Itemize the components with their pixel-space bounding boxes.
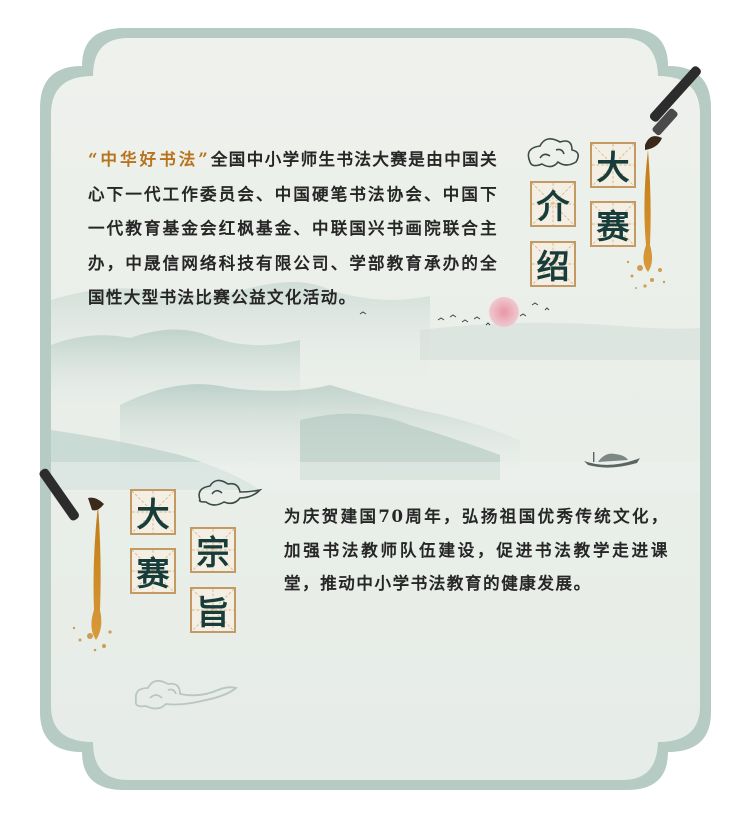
- intro-highlight: “中华好书法”: [88, 150, 211, 169]
- purpose-title-char-1: 大: [130, 489, 176, 535]
- intro-title-char-4: 绍: [530, 241, 576, 287]
- purpose-paragraph: 为庆贺建国70周年，弘扬祖国优秀传统文化，加强书法教师队伍建设，促进书法教学走进…: [284, 507, 669, 593]
- cloud-icon-intro: [527, 138, 580, 168]
- purpose-title-char-4: 旨: [190, 587, 236, 633]
- purpose-title-char-2: 赛: [130, 548, 176, 594]
- intro-title-char-3: 介: [530, 181, 576, 227]
- birds-icon: [359, 302, 550, 326]
- cloud-icon-purpose: [198, 479, 263, 506]
- landscape: [51, 281, 700, 492]
- cloud-icon-bottom: [134, 679, 238, 710]
- intro-title-char-1: 大: [590, 142, 636, 188]
- boat-icon: [584, 452, 640, 468]
- intro-title-char-2: 赛: [590, 201, 636, 247]
- intro-body: 全国中小学师生书法大赛是由中国关心下一代工作委员会、中国硬笔书法协会、中国下一代…: [88, 150, 499, 307]
- brush-icon-top: [626, 66, 701, 289]
- purpose-title-char-3: 宗: [190, 527, 236, 573]
- brush-icon-left: [39, 468, 112, 652]
- sun-icon: [489, 297, 519, 327]
- intro-paragraph: “中华好书法”全国中小学师生书法大赛是由中国关心下一代工作委员会、中国硬笔书法协…: [88, 143, 498, 316]
